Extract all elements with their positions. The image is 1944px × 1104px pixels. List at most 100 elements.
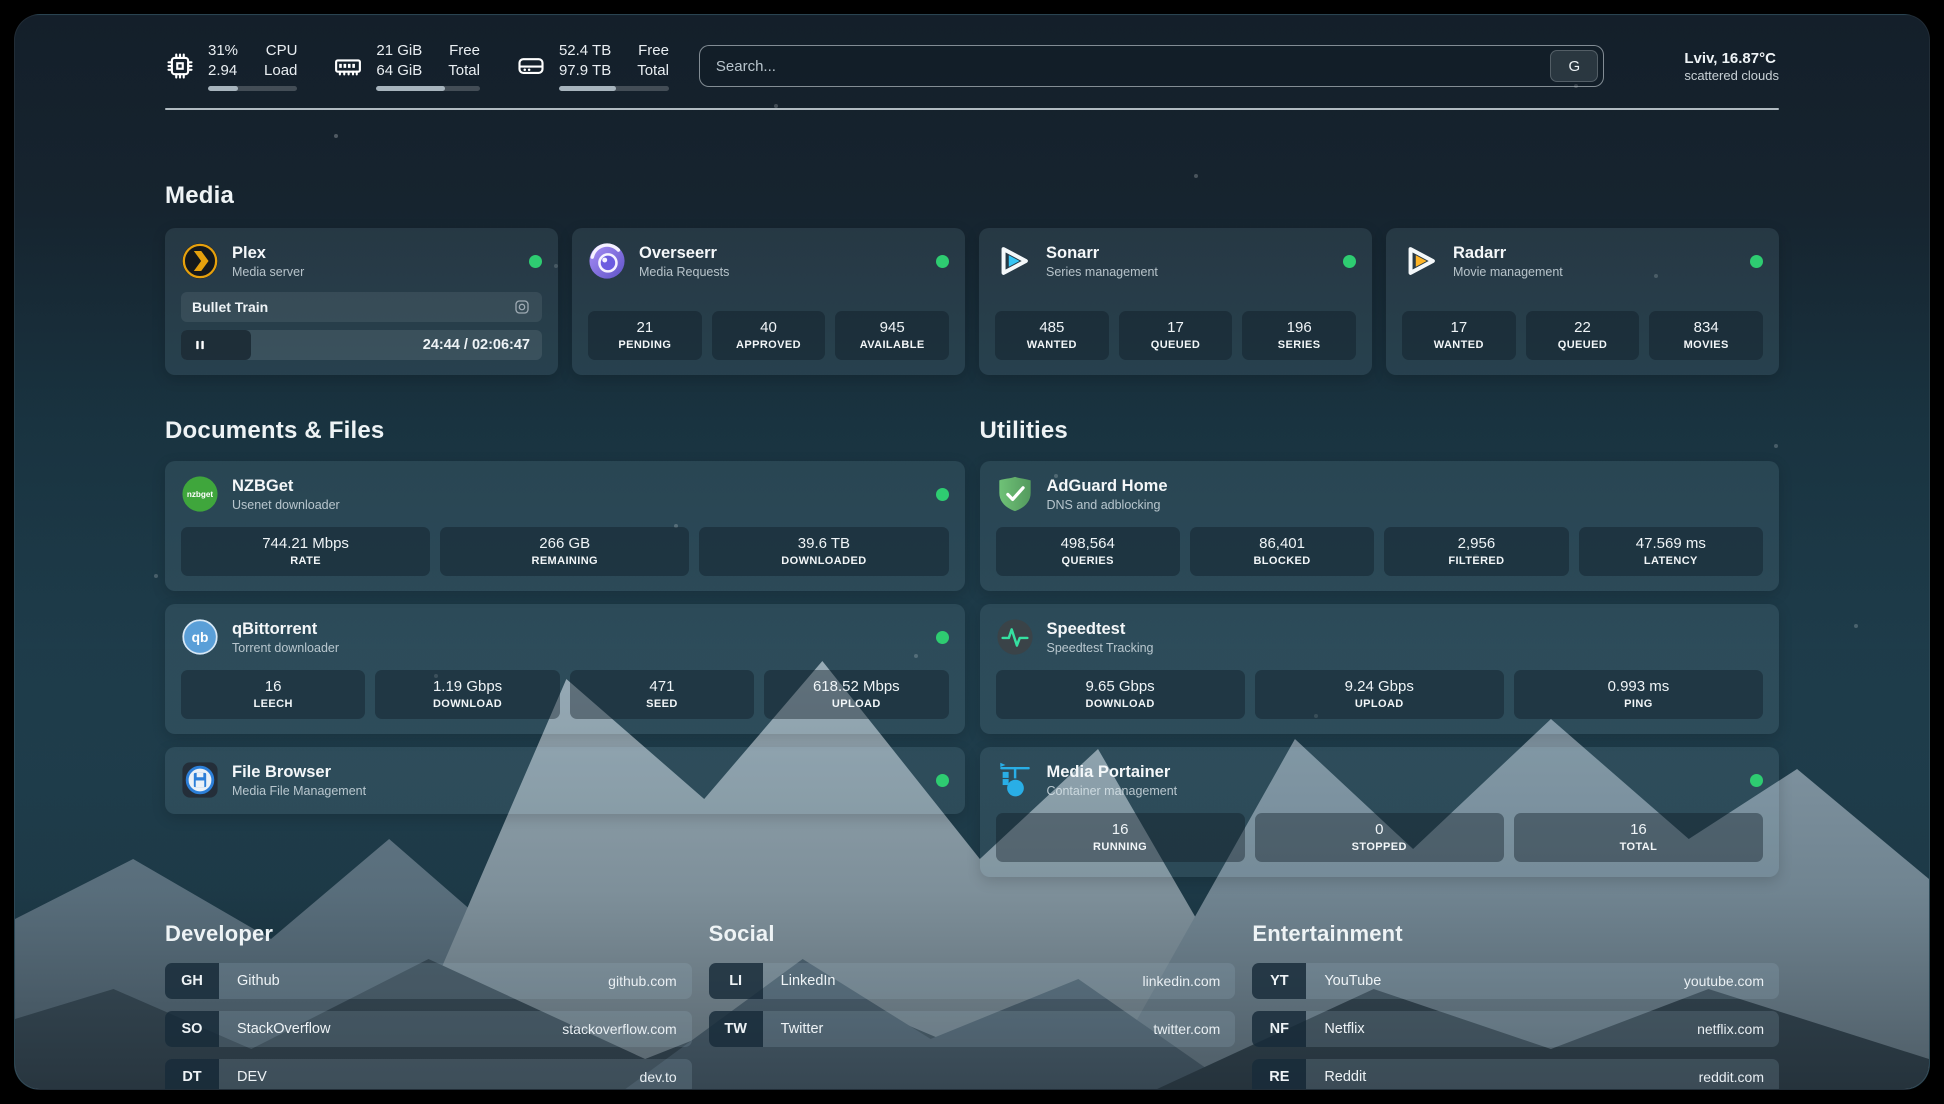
stat-tile: 0 STOPPED (1254, 813, 1504, 862)
bookmark-name: YouTube (1324, 973, 1382, 989)
stat-tile: 834 MOVIES (1649, 311, 1763, 360)
stat-tile: 471 SEED (569, 670, 755, 719)
service-card-adguard[interactable]: AdGuard Home DNS and adblocking 498,564 QUE… (979, 461, 1779, 591)
weather-widget: Lviv, 16.87°C scattered clouds (1634, 47, 1779, 85)
bookmark-group: Developer GH Github github.com SO StackOverfl… (165, 921, 692, 1089)
disk-icon (516, 51, 546, 81)
stat-tile: 47.569 ms LATENCY (1578, 527, 1763, 576)
bookmark-name: LinkedIn (780, 973, 836, 989)
stat-value: 945 (879, 319, 905, 336)
stat-label: REMAINING (531, 555, 599, 567)
stat-value: 834 (1693, 319, 1719, 336)
stat-tile: 618.52 Mbps UPLOAD (764, 670, 949, 719)
status-dot (1750, 773, 1763, 787)
adguard-icon (996, 475, 1034, 513)
resource-label: CPU (265, 42, 298, 59)
bookmark-group-title: Developer (165, 921, 274, 946)
bookmark-name: Reddit (1324, 1069, 1367, 1085)
stat-tile: 2,956 FILTERED (1384, 527, 1569, 576)
search-provider-button[interactable]: G (1550, 50, 1599, 82)
stat-label: PENDING (618, 339, 672, 351)
stat-value: 17 (1450, 319, 1468, 336)
stat-value: 9.65 Gbps (1085, 678, 1155, 695)
stat-label: APPROVED (736, 339, 801, 351)
memory-widget: 21 GiB 64 GiB Free Total (333, 41, 480, 91)
qbittorrent-icon: qb (181, 618, 219, 656)
service-title: File Browser (232, 762, 332, 781)
stat-label: SEED (646, 698, 678, 710)
status-dot (1343, 254, 1356, 268)
stat-value: 0.993 ms (1607, 678, 1670, 695)
bookmark-url: dev.to (639, 1069, 677, 1085)
section-title-documents: Documents & Files (165, 417, 385, 444)
stat-tile: 17 QUEUED (1118, 311, 1233, 360)
bookmark-url: netflix.com (1697, 1021, 1764, 1037)
service-card-filebrowser[interactable]: File Browser Media File Management (165, 747, 965, 814)
topbar-divider (165, 108, 1779, 110)
service-card-sonarr[interactable]: Sonarr Series management 485 WANTED 17 QUEUED… (979, 228, 1372, 375)
service-card-radarr[interactable]: Radarr Movie management 17 WANTED 22 QUEUED 83… (1386, 228, 1779, 375)
bookmark-dev[interactable]: DT DEV dev.to (165, 1059, 692, 1089)
stat-tile: 9.24 Gbps UPLOAD (1254, 670, 1504, 719)
bookmark-youtube[interactable]: YT YouTube youtube.com (1252, 963, 1779, 999)
bookmark-abbr: YT (1252, 963, 1307, 999)
weather-location: Lviv, 16.87°C (1684, 49, 1776, 67)
service-card-plex[interactable]: Plex Media server Bullet Train 24:44 / 02:0… (165, 228, 558, 375)
service-card-qbittorrent[interactable]: qb qBittorrent Torrent downloader 16 LEECH 1.… (165, 604, 965, 734)
stat-value: 485 (1039, 319, 1065, 336)
snow-flakes (15, 15, 17, 17)
bookmark-reddit[interactable]: RE Reddit reddit.com (1252, 1059, 1779, 1089)
bookmark-netflix[interactable]: NF Netflix netflix.com (1252, 1011, 1779, 1047)
service-card-speedtest[interactable]: Speedtest Speedtest Tracking 9.65 Gbps DOWN… (979, 604, 1779, 734)
stat-label: MOVIES (1683, 339, 1729, 351)
stat-label: BLOCKED (1253, 555, 1311, 567)
bookmark-abbr: RE (1252, 1059, 1307, 1089)
stat-tile: 22 QUEUED (1525, 311, 1640, 360)
pause-button[interactable] (191, 336, 209, 354)
service-card-nzbget[interactable]: nzbget NZBGet Usenet downloader 744.21 Mbps… (165, 461, 965, 591)
bookmark-github[interactable]: GH Github github.com (165, 963, 692, 999)
bookmark-group: Entertainment YT YouTube youtube.com NF Netfl… (1252, 921, 1779, 1089)
resource-value: 31% (208, 42, 239, 59)
service-title: Sonarr (1046, 243, 1100, 262)
documents-column: Documents & Files nzbget NZBGet Usenet dow… (165, 417, 965, 877)
service-card-portainer[interactable]: Media Portainer Container management 16 RUN… (979, 747, 1779, 877)
stat-label: STOPPED (1351, 841, 1407, 853)
resource-value: 2.94 (208, 61, 238, 79)
bookmark-twitter[interactable]: TW Twitter twitter.com (708, 1011, 1236, 1047)
stat-label: PING (1624, 698, 1653, 710)
bookmark-abbr: NF (1252, 1011, 1307, 1047)
stat-tile: 16 LEECH (181, 670, 366, 719)
stat-value: 618.52 Mbps (812, 678, 900, 695)
stat-value: 471 (649, 678, 675, 695)
dashboard-window: 31% 2.94 CPU Load 21 GiB 64 GiB Free Total 52.4 … (14, 14, 1930, 1090)
disk-usage-bar (558, 86, 669, 91)
stat-label: UPLOAD (1354, 698, 1404, 710)
bookmark-url: youtube.com (1683, 973, 1764, 989)
bookmark-abbr: TW (708, 1011, 763, 1047)
stat-value: 9.24 Gbps (1344, 678, 1414, 695)
bookmark-url: reddit.com (1698, 1069, 1764, 1085)
stat-label: UPLOAD (831, 698, 881, 710)
bookmark-name: StackOverflow (237, 1021, 331, 1037)
bookmark-name: DEV (237, 1069, 267, 1085)
bookmark-stackoverflow[interactable]: SO StackOverflow stackoverflow.com (165, 1011, 692, 1047)
bookmark-url: github.com (608, 973, 677, 989)
service-title: AdGuard Home (1046, 476, 1168, 495)
service-title: Radarr (1453, 243, 1507, 262)
search-bar: G (698, 45, 1605, 87)
service-card-overseerr[interactable]: Overseerr Media Requests 21 PENDING 40 APPROV… (572, 228, 965, 375)
service-subtitle: Media Requests (639, 264, 730, 279)
plex-icon (181, 242, 219, 280)
status-dot (935, 773, 949, 787)
status-dot (935, 630, 949, 644)
bookmark-linkedin[interactable]: LI LinkedIn linkedin.com (708, 963, 1236, 999)
section-title-media: Media (165, 182, 235, 209)
stat-label: DOWNLOADED (781, 555, 867, 567)
stat-label: TOTAL (1619, 841, 1658, 853)
stat-tile: 21 PENDING (588, 311, 702, 360)
service-title: qBittorrent (232, 619, 318, 638)
stat-label: LATENCY (1643, 555, 1698, 567)
memory-usage-bar (376, 86, 480, 91)
search-input[interactable] (699, 57, 1551, 75)
